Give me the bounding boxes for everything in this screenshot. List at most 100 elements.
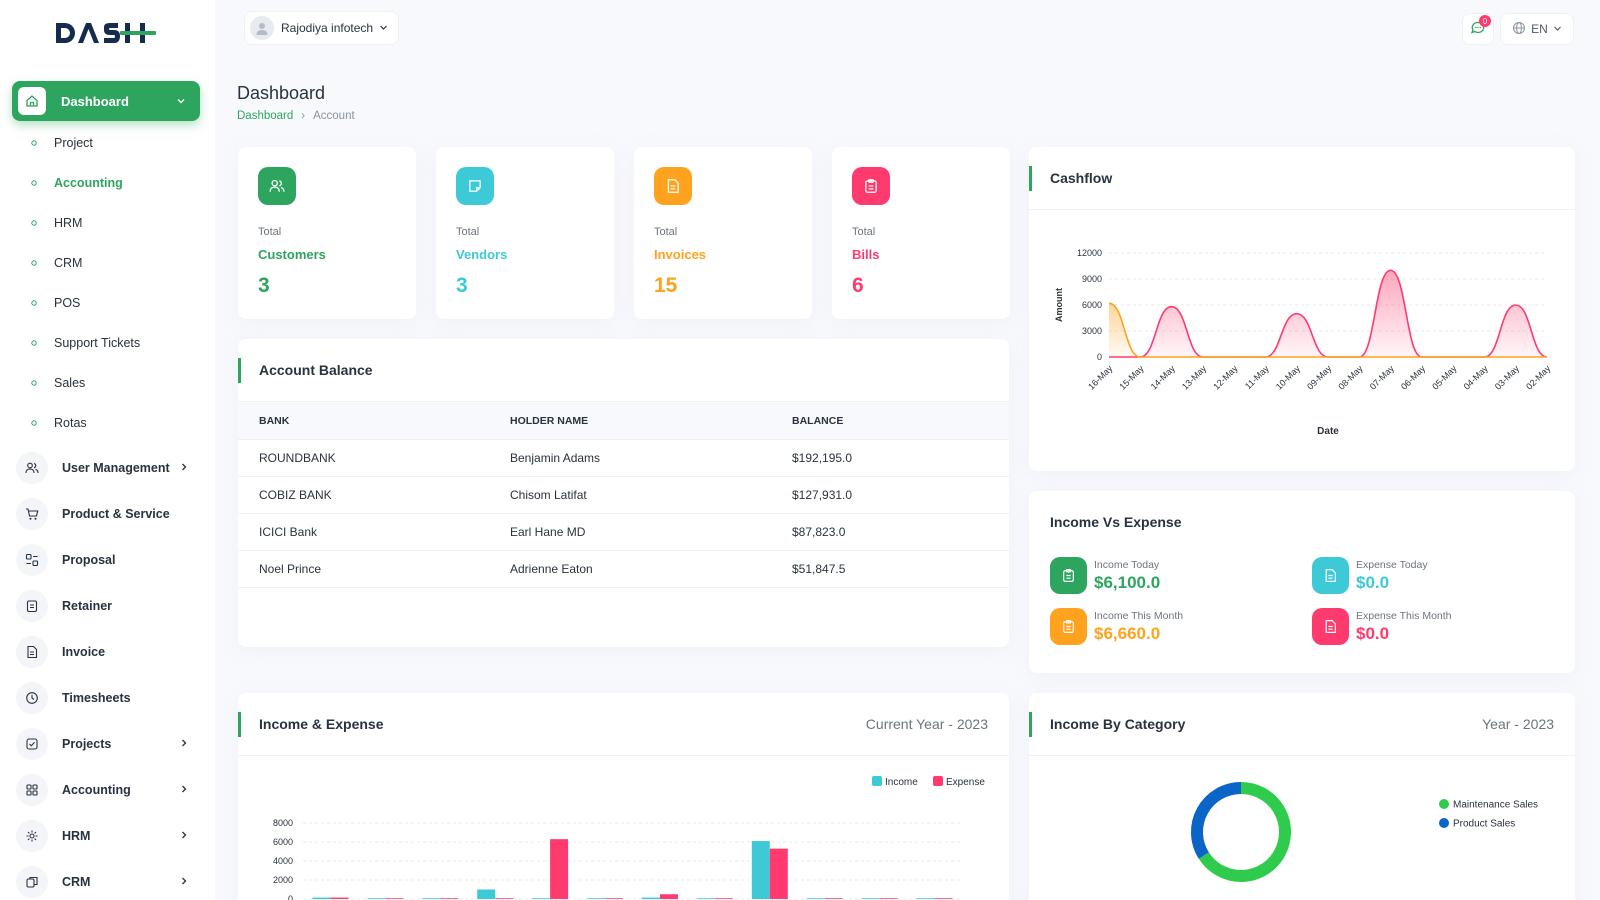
bar — [440, 898, 459, 899]
column-header-balance: BALANCE — [792, 414, 844, 427]
clock-icon — [16, 682, 48, 714]
legend-swatch — [872, 776, 882, 786]
expense-today: Expense Today $0.0 — [1312, 557, 1428, 594]
sidebar-subitem-label: Accounting — [54, 176, 123, 190]
logo[interactable] — [54, 20, 158, 49]
sidebar-item-invoice[interactable]: Invoice — [16, 634, 201, 670]
sidebar-subitem-rotas[interactable]: Rotas — [30, 416, 87, 430]
language-selector[interactable]: EN — [1500, 13, 1574, 45]
y-tick-label: 9000 — [1082, 274, 1102, 284]
chevron-right-icon — [179, 461, 189, 475]
legend-swatch — [1439, 818, 1449, 828]
company-name: Rajodiya infotech — [281, 21, 374, 35]
bar — [477, 889, 496, 899]
bullet-icon — [30, 419, 38, 427]
card-title: Income Vs Expense — [1050, 514, 1182, 530]
x-tick-label: 04-May — [1462, 363, 1491, 392]
sidebar-subitem-label: HRM — [54, 216, 83, 230]
sidebar-item-label: Retainer — [62, 599, 113, 613]
card-title: Income By Category — [1050, 716, 1186, 732]
bar — [587, 898, 606, 899]
bar — [806, 898, 825, 899]
cell-holder: Adrienne Eaton — [510, 562, 593, 576]
x-tick-label: 08-May — [1336, 363, 1365, 392]
bar — [751, 841, 770, 899]
sidebar-item-dashboard[interactable]: Dashboard — [12, 81, 200, 121]
legend-label: Maintenance Sales — [1453, 800, 1538, 811]
cell-balance: $127,931.0 — [792, 488, 853, 502]
file-icon — [1312, 557, 1349, 594]
cell-balance: $51,847.5 — [792, 562, 846, 576]
legend-label: Income — [885, 777, 918, 788]
legend-swatch — [1439, 799, 1449, 809]
sidebar-subitem-support-tickets[interactable]: Support Tickets — [30, 336, 140, 350]
sidebar-subitem-pos[interactable]: POS — [30, 296, 80, 310]
breadcrumb: Dashboard › Account — [237, 110, 355, 122]
card-header: Income By Category Year - 2023 — [1029, 693, 1575, 756]
x-axis-label: Date — [1317, 426, 1339, 437]
sidebar-subitem-sales[interactable]: Sales — [30, 376, 85, 390]
y-tick-label: 6000 — [1082, 300, 1102, 310]
bullet-icon — [30, 259, 38, 267]
bar — [769, 848, 788, 899]
sidebar-item-product-service[interactable]: Product & Service — [16, 496, 201, 532]
sidebar-item-timesheets[interactable]: Timesheets — [16, 680, 201, 716]
y-axis-label: Amount — [1054, 288, 1064, 322]
y-tick-label: 0 — [288, 894, 293, 900]
bar — [422, 898, 441, 899]
stat-value: 3 — [456, 274, 468, 297]
sidebar-item-label: Product & Service — [62, 507, 170, 521]
sidebar-item-label: Proposal — [62, 553, 116, 567]
x-tick-label: 05-May — [1430, 363, 1459, 392]
y-tick-label: 3000 — [1082, 326, 1102, 336]
avatar — [250, 16, 274, 40]
x-tick-label: 13-May — [1180, 363, 1209, 392]
users-icon — [258, 167, 296, 205]
income-expense-card: Income & Expense Current Year - 2023 0 20… — [238, 693, 1009, 900]
stat-label: Total — [852, 226, 876, 238]
chevron-right-icon — [179, 829, 189, 843]
series-area — [1109, 270, 1547, 357]
sidebar-subitem-hrm[interactable]: HRM — [30, 216, 82, 230]
sidebar-subitem-crm[interactable]: CRM — [30, 256, 82, 270]
company-switcher[interactable]: Rajodiya infotech — [244, 11, 400, 45]
sidebar-subitem-project[interactable]: Project — [30, 136, 93, 150]
bar — [696, 898, 715, 899]
bar — [916, 898, 935, 899]
stat-card-customers: Total Customers 3 — [238, 147, 416, 319]
cell-balance: $192,195.0 — [792, 451, 853, 465]
messages-button[interactable]: 0 — [1462, 13, 1494, 45]
stat-name: Customers — [258, 247, 326, 262]
sidebar-item-accounting[interactable]: Accounting — [16, 772, 201, 808]
income-expense-chart: 0 2000 4000 6000 8000 Income Expense — [273, 776, 985, 900]
x-tick-label: 15-May — [1117, 363, 1146, 392]
sidebar-item-retainer[interactable]: Retainer — [16, 588, 201, 624]
clipboard-icon — [1050, 608, 1087, 645]
checklist-icon — [16, 728, 48, 760]
sidebar-item-proposal[interactable]: Proposal — [16, 542, 201, 578]
legend-label: Expense — [946, 777, 985, 788]
cell-bank: COBIZ BANK — [259, 488, 332, 502]
expense-this-month: Expense This Month $0.0 — [1312, 608, 1452, 645]
breadcrumb-link[interactable]: Dashboard — [237, 110, 294, 122]
sidebar-subitem-accounting[interactable]: Accounting — [30, 176, 123, 190]
column-header-bank: BANK — [259, 414, 290, 427]
breadcrumb-separator: › — [301, 110, 306, 122]
bar — [714, 898, 733, 899]
stat-label: Total — [456, 226, 480, 238]
chevron-right-icon — [179, 783, 189, 797]
sidebar-item-hrm[interactable]: HRM — [16, 818, 201, 854]
card-title: Income & Expense — [259, 716, 384, 732]
bar — [330, 897, 349, 899]
legend-label: Product Sales — [1453, 819, 1515, 830]
retainer-icon — [16, 590, 48, 622]
stat-value: 3 — [258, 274, 270, 297]
sidebar-item-crm[interactable]: CRM — [16, 864, 201, 900]
file-icon — [1312, 608, 1349, 645]
sidebar-item-user-management[interactable]: User Management — [16, 450, 201, 486]
metric-label: Expense This Month — [1356, 609, 1452, 622]
sidebar-item-projects[interactable]: Projects — [16, 726, 201, 762]
cell-holder: Earl Hane MD — [510, 525, 586, 539]
hrm-icon — [16, 820, 48, 852]
stat-name: Invoices — [654, 247, 707, 262]
